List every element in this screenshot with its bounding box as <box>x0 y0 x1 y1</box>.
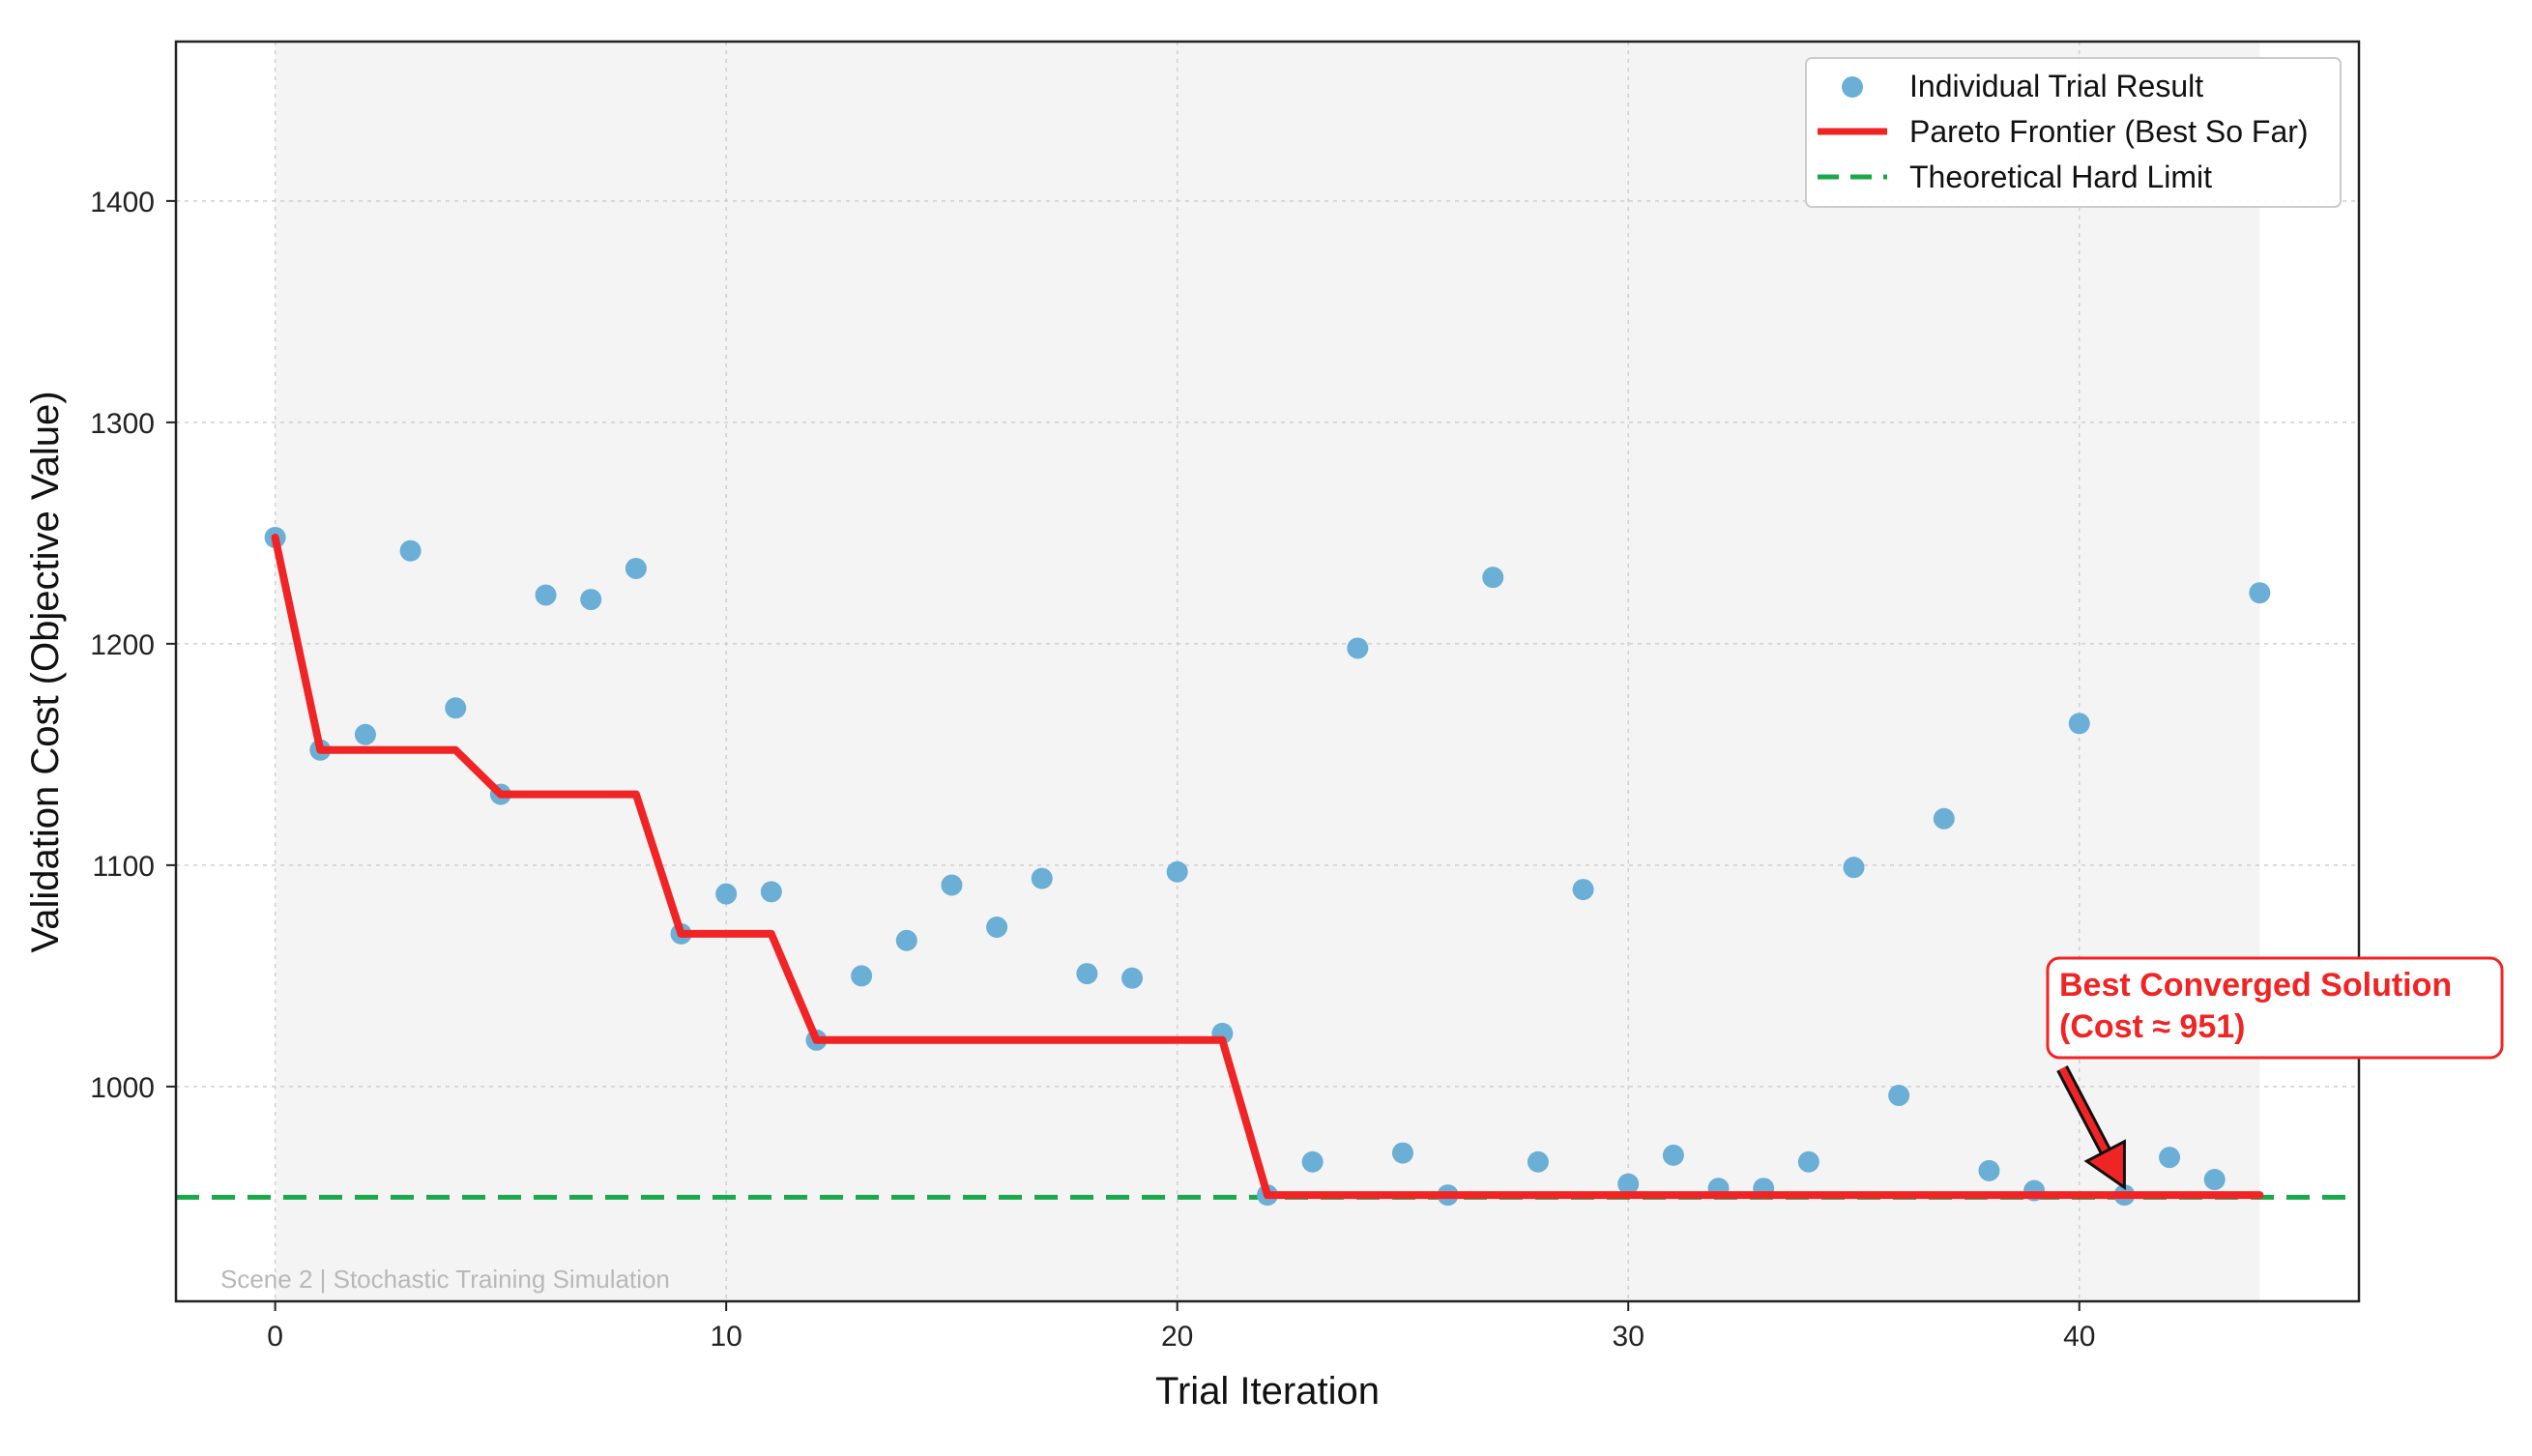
trial-point <box>2203 1169 2226 1191</box>
trial-point <box>354 723 376 745</box>
legend-box <box>1805 57 2342 208</box>
trial-points-layer <box>264 526 2271 1207</box>
trial-point <box>715 883 738 905</box>
trial-point <box>895 929 917 951</box>
trial-point <box>580 589 602 611</box>
trial-point <box>1166 860 1188 883</box>
trial-point <box>625 558 647 580</box>
trial-point <box>1076 963 1098 985</box>
pareto-frontier-line <box>271 534 2264 1200</box>
trial-point <box>941 874 963 896</box>
annotation-arrow-shaft-inner <box>2058 1066 2110 1153</box>
shaded-region <box>275 42 2260 1301</box>
trial-point <box>1933 807 1955 830</box>
legend: Individual Trial Result Pareto Frontier … <box>1805 57 2342 208</box>
annotation-line-2: (Cost ≈ 951) <box>2059 1008 2245 1045</box>
trial-point <box>1978 1159 2000 1181</box>
trial-point <box>1572 879 1594 901</box>
trial-point <box>760 881 782 903</box>
x-tick-label: 0 <box>267 1321 283 1353</box>
trial-point <box>1482 567 1504 589</box>
trial-point <box>1527 1150 1549 1173</box>
trial-point <box>2249 582 2271 604</box>
x-tick-label: 10 <box>710 1321 742 1353</box>
trial-point <box>986 916 1008 938</box>
y-axis-label: Validation Cost (Objective Value) <box>24 391 67 952</box>
x-tick-label: 20 <box>1161 1321 1193 1353</box>
trial-point <box>445 697 467 719</box>
trial-point <box>1797 1150 1819 1173</box>
trial-point <box>399 539 422 562</box>
trial-point <box>1347 637 1369 659</box>
trial-point <box>1617 1173 1640 1195</box>
plot-frame <box>174 40 2361 1303</box>
footer-watermark: Scene 2 | Stochastic Training Simulation <box>220 1265 670 1294</box>
x-tick-label: 30 <box>1613 1321 1644 1353</box>
x-tick-label: 40 <box>2063 1321 2095 1353</box>
y-tick-label: 1000 <box>90 1072 155 1104</box>
legend-label-pareto: Pareto Frontier (Best So Far) <box>1909 114 2309 149</box>
y-tick-label: 1300 <box>90 408 155 440</box>
trial-point <box>1888 1085 1910 1107</box>
y-tick-label: 1200 <box>90 629 155 661</box>
trial-point <box>1843 857 1865 879</box>
trial-point <box>1662 1144 1684 1166</box>
legend-label-trial: Individual Trial Result <box>1909 69 2203 103</box>
annotation-box <box>2046 956 2504 1060</box>
axis-ticks: 0 10 20 30 40 1000 1100 1200 1300 1400 <box>90 187 2095 1353</box>
trial-point <box>1391 1142 1413 1164</box>
trial-point <box>1301 1150 1324 1173</box>
trial-point <box>2159 1147 2181 1169</box>
y-tick-label: 1100 <box>92 851 155 883</box>
legend-label-limit: Theoretical Hard Limit <box>1909 160 2212 194</box>
pareto-line-layer <box>271 534 2264 1200</box>
annotation-arrow-head <box>2083 1139 2126 1190</box>
y-tick-label: 1400 <box>90 187 155 218</box>
trial-point <box>1121 967 1144 989</box>
best-solution-annotation: Best Converged Solution (Cost ≈ 951) <box>2046 956 2504 1190</box>
trial-point <box>851 965 873 987</box>
trial-point <box>1031 867 1053 889</box>
trial-point <box>535 584 557 606</box>
x-axis-label: Trial Iteration <box>1155 1370 1380 1412</box>
legend-marker-trial <box>1842 76 1863 98</box>
trial-point <box>2068 713 2090 735</box>
annotation-line-1: Best Converged Solution <box>2059 967 2452 1004</box>
